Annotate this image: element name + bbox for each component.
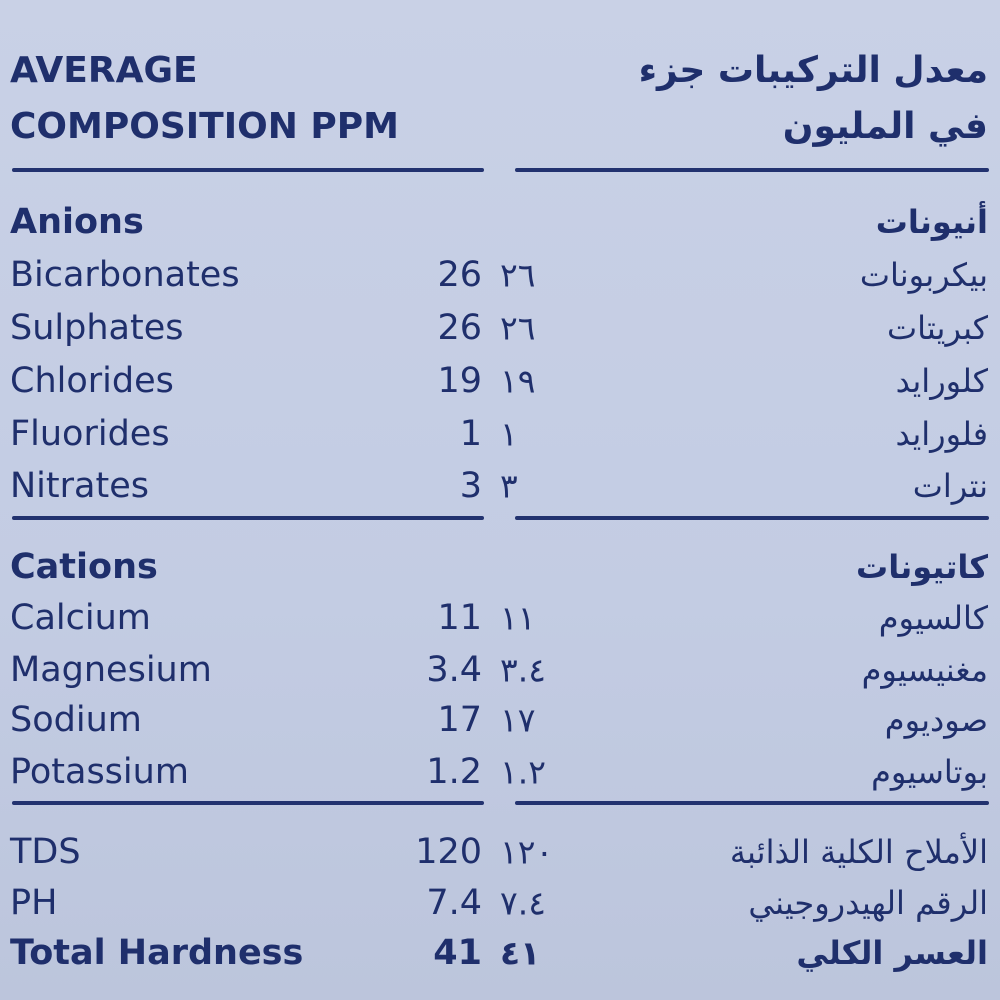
anions-row-value-ar: ٢٦ bbox=[500, 308, 536, 348]
cations-row-label-ar: كالسيوم bbox=[878, 599, 988, 637]
cations-row-value-ar: ٣.٤ bbox=[500, 650, 546, 690]
cations-row-value-ar: ١١ bbox=[500, 598, 536, 638]
divider bbox=[515, 168, 989, 172]
totals-row-label-ar: العسر الكلي bbox=[796, 934, 988, 972]
title-ar-line1: معدل التركيبات جزء bbox=[638, 50, 988, 91]
anions-row-value: 26 bbox=[437, 308, 482, 348]
totals-row-label-en: PH bbox=[10, 883, 58, 923]
title-ar-line2: في المليون bbox=[782, 106, 988, 147]
cations-row-label-ar: مغنيسيوم bbox=[861, 651, 988, 689]
cations-row-label-ar: بوتاسيوم bbox=[871, 753, 988, 791]
anions-row-label-en: Chlorides bbox=[10, 361, 174, 401]
cations-row-value-ar: ١٧ bbox=[500, 700, 536, 740]
totals-row-value-ar: ٤١ bbox=[500, 933, 541, 973]
divider bbox=[12, 168, 484, 172]
cations-row-label-en: Sodium bbox=[10, 700, 142, 740]
anions-title-en: Anions bbox=[10, 202, 144, 242]
anions-row-label-en: Fluorides bbox=[10, 414, 170, 454]
anions-row-label-ar: فلورايد bbox=[895, 415, 988, 453]
cations-row-value: 1.2 bbox=[426, 752, 482, 792]
anions-row-value-ar: ١ bbox=[500, 414, 518, 454]
anions-row-label-en: Nitrates bbox=[10, 466, 149, 506]
cations-row-label-en: Calcium bbox=[10, 598, 151, 638]
totals-row-value-ar: ١٢٠ bbox=[500, 832, 554, 872]
cations-row-label-ar: صوديوم bbox=[884, 701, 988, 739]
cations-title-ar: كاتيونات bbox=[856, 548, 988, 586]
anions-row-value: 26 bbox=[437, 255, 482, 295]
divider bbox=[515, 516, 989, 520]
divider bbox=[12, 801, 484, 805]
anions-row-label-ar: كلورايد bbox=[895, 362, 988, 400]
cations-row-value-ar: ١.٢ bbox=[500, 752, 546, 792]
anions-row-value: 3 bbox=[459, 466, 482, 506]
cations-title-en: Cations bbox=[10, 547, 158, 587]
cations-row-value: 11 bbox=[437, 598, 482, 638]
title-en-line1: AVERAGE bbox=[10, 50, 198, 91]
totals-row-value: 7.4 bbox=[426, 883, 482, 923]
totals-row-label-ar: الأملاح الكلية الذائبة bbox=[729, 833, 988, 871]
title-en-line2: COMPOSITION PPM bbox=[10, 106, 399, 147]
divider bbox=[12, 516, 484, 520]
cations-row-label-en: Magnesium bbox=[10, 650, 212, 690]
cations-row-label-en: Potassium bbox=[10, 752, 189, 792]
anions-row-value: 19 bbox=[437, 361, 482, 401]
anions-row-label-ar: بيكربونات bbox=[859, 256, 988, 294]
anions-row-label-ar: نترات bbox=[912, 467, 988, 505]
totals-row-label-ar: الرقم الهيدروجيني bbox=[748, 884, 988, 922]
anions-row-value: 1 bbox=[459, 414, 482, 454]
anions-row-label-en: Bicarbonates bbox=[10, 255, 240, 295]
totals-row-label-en: Total Hardness bbox=[10, 933, 304, 973]
anions-row-value-ar: ٣ bbox=[500, 466, 518, 506]
cations-row-value: 3.4 bbox=[426, 650, 482, 690]
anions-title-ar: أنيونات bbox=[875, 203, 988, 241]
anions-row-value-ar: ١٩ bbox=[500, 361, 536, 401]
anions-row-value-ar: ٢٦ bbox=[500, 255, 536, 295]
totals-row-value: 120 bbox=[415, 832, 482, 872]
totals-row-label-en: TDS bbox=[10, 832, 81, 872]
totals-row-value: 41 bbox=[433, 933, 482, 973]
cations-row-value: 17 bbox=[437, 700, 482, 740]
anions-row-label-ar: كبريتات bbox=[887, 309, 988, 347]
totals-row-value-ar: ٧.٤ bbox=[500, 883, 546, 923]
divider bbox=[515, 801, 989, 805]
anions-row-label-en: Sulphates bbox=[10, 308, 184, 348]
